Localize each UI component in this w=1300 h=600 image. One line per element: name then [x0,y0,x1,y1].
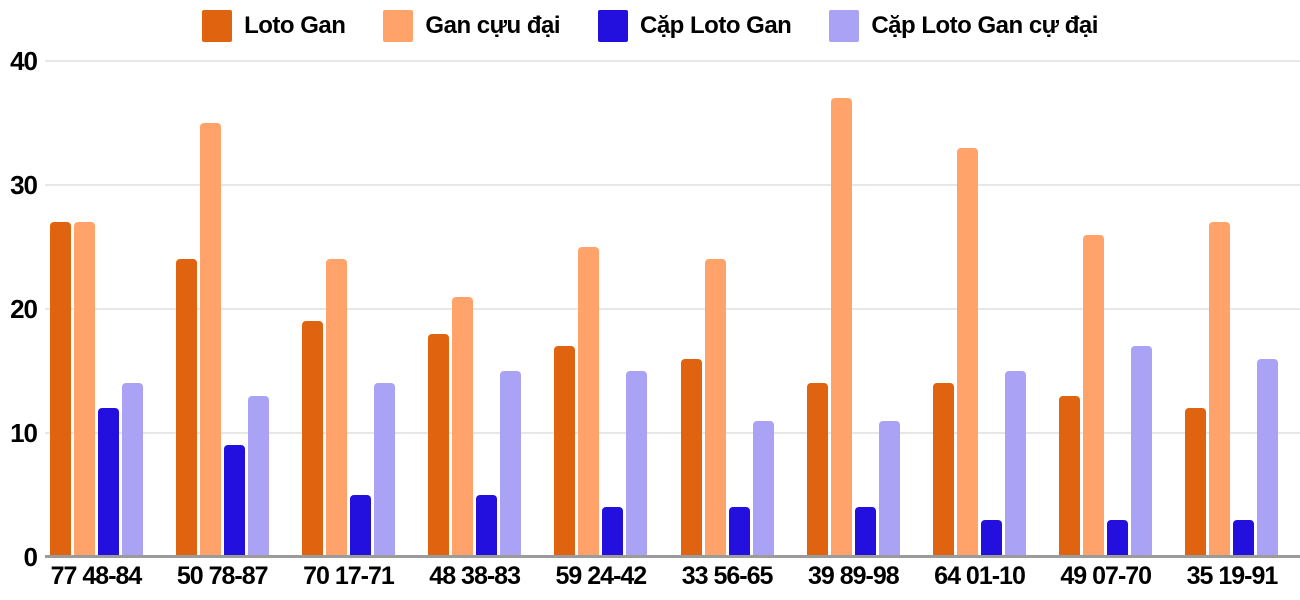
bar[interactable] [854,507,876,557]
bar-group-6 [679,61,775,557]
y-tick-label: 0 [23,542,38,572]
bar[interactable] [325,259,347,557]
bar-group-4 [427,61,523,557]
bar[interactable] [957,147,979,557]
bar[interactable] [428,333,450,557]
bar[interactable] [626,371,648,557]
bar[interactable] [49,222,71,557]
legend-item-1[interactable]: Loto Gan [202,10,346,42]
legend-label: Gan cựu đại [425,12,560,39]
bar[interactable] [247,395,269,557]
y-tick-label: 30 [10,170,38,200]
bar[interactable] [452,296,474,557]
bar-group-5 [553,61,649,557]
bar[interactable] [301,321,323,557]
x-tick-label: 48 38-83 [429,562,521,590]
bar[interactable] [1185,408,1207,557]
bar[interactable] [806,383,828,557]
gridline [45,432,1300,434]
chart-legend: Loto Gan Gan cựu đại Cặp Loto Gan Cặp Loto … [0,6,1300,46]
x-tick-label: 50 78-87 [176,562,269,590]
legend-swatch-icon [202,10,233,42]
y-tick-label: 10 [10,418,38,448]
legend-item-4[interactable]: Cặp Loto Gan cự đại [829,10,1098,42]
bar[interactable] [602,507,624,557]
gridline [45,60,1300,62]
bar[interactable] [199,123,221,557]
bar-group-3 [300,61,396,557]
bar[interactable] [97,408,119,557]
bar[interactable] [349,495,371,557]
legend-label: Cặp Loto Gan cự đại [871,12,1098,39]
gridline [45,184,1300,186]
bar[interactable] [1107,519,1129,557]
bar[interactable] [1131,346,1153,557]
bar[interactable] [476,495,498,557]
bar[interactable] [1209,222,1231,557]
x-tick-label: 33 56-65 [681,562,774,590]
y-axis-labels: 0 10 20 30 40 [0,47,38,571]
bar-group-9 [1058,61,1154,557]
legend-swatch-icon [598,10,628,42]
bar[interactable] [1059,395,1081,557]
bar-group-1 [48,61,144,557]
gridline [45,308,1300,310]
bar[interactable] [1233,519,1255,557]
bar[interactable] [981,519,1003,557]
x-tick-label: 70 17-71 [303,562,395,590]
x-axis-line [45,555,1300,558]
bar[interactable] [830,98,852,557]
y-tick-label: 40 [10,46,38,76]
bar[interactable] [373,383,395,557]
legend-swatch-icon [383,10,414,42]
x-tick-label: 77 48-84 [50,562,143,590]
x-tick-label: 59 24-42 [555,562,648,590]
plot-area [45,60,1300,558]
bar-group-2 [174,61,270,557]
legend-label: Loto Gan [244,12,346,39]
bar[interactable] [933,383,955,557]
bar[interactable] [223,445,245,557]
bar[interactable] [121,383,143,557]
legend-item-3[interactable]: Cặp Loto Gan [598,10,792,42]
bar[interactable] [878,420,900,557]
bar[interactable] [680,358,702,557]
bar-groups [45,61,1300,557]
bar-group-7 [805,61,901,557]
legend-label: Cặp Loto Gan [640,12,792,39]
y-tick-label: 20 [10,294,38,324]
bar[interactable] [500,371,522,557]
bar[interactable] [578,247,600,557]
x-tick-label: 39 89-98 [807,562,900,590]
bar-group-8 [932,61,1028,557]
legend-item-2[interactable]: Gan cựu đại [383,10,560,42]
x-tick-label: 49 07-70 [1060,562,1152,590]
x-axis-labels: 77 48-84 50 78-87 70 17-71 48 38-83 59 24-42… [45,561,1300,591]
bar[interactable] [175,259,197,557]
legend-swatch-icon [829,10,860,42]
x-tick-label: 64 01-10 [934,562,1026,590]
bar[interactable] [704,259,726,557]
bar[interactable] [73,222,95,557]
bar[interactable] [1083,234,1105,557]
bar-group-10 [1184,61,1280,557]
bar[interactable] [752,420,774,557]
bar[interactable] [554,346,576,557]
bar[interactable] [1005,371,1027,557]
bar[interactable] [728,507,750,557]
bar[interactable] [1257,358,1279,557]
x-tick-label: 35 19-91 [1186,562,1279,590]
